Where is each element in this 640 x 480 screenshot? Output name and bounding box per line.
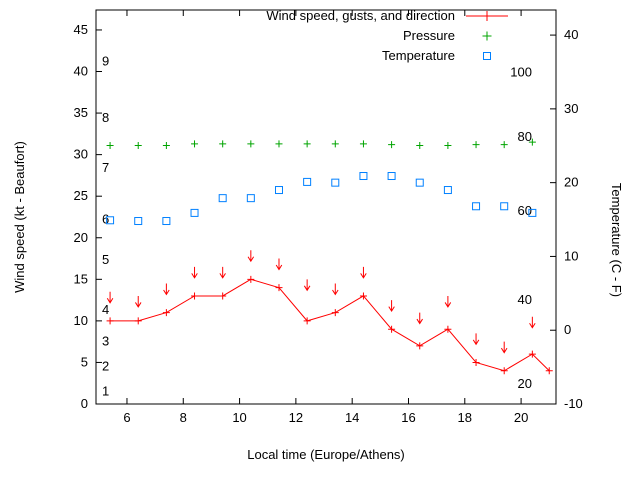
- svg-text:6: 6: [123, 410, 130, 425]
- wind-legend-marker-icon: [464, 9, 510, 23]
- left-tick-labels: 0 5 10 15 20 25 30 35 40 45: [74, 22, 88, 411]
- svg-text:10: 10: [232, 410, 246, 425]
- temperature-series: [106, 172, 537, 226]
- svg-text:1: 1: [102, 384, 109, 399]
- svg-text:40: 40: [518, 292, 532, 307]
- svg-text:-10: -10: [564, 396, 583, 411]
- gust-direction-arrows: [106, 250, 536, 354]
- svg-text:12: 12: [289, 410, 303, 425]
- svg-text:18: 18: [458, 410, 472, 425]
- svg-text:2: 2: [102, 359, 109, 374]
- right-ticks: [550, 34, 556, 405]
- svg-text:20: 20: [74, 230, 88, 245]
- svg-text:15: 15: [74, 271, 88, 286]
- svg-text:100: 100: [510, 64, 532, 79]
- svg-text:25: 25: [74, 188, 88, 203]
- svg-text:0: 0: [81, 396, 88, 411]
- svg-text:4: 4: [102, 302, 109, 317]
- svg-text:40: 40: [74, 64, 88, 79]
- plot-border: [95, 9, 557, 405]
- svg-text:40: 40: [564, 27, 578, 42]
- left-ticks: [96, 29, 102, 405]
- svg-text:10: 10: [564, 248, 578, 263]
- pressure-legend-label: Pressure: [402, 28, 455, 43]
- x-tick-labels: 6 8 10 12 14 16 18 20: [123, 410, 528, 425]
- x-ticks: [126, 10, 522, 404]
- legend-row-temperature: Temperature: [130, 48, 510, 63]
- pressure-legend-marker-icon: [464, 29, 510, 43]
- legend: Wind speed, gusts, and direction Pressur…: [130, 8, 510, 63]
- svg-text:20: 20: [518, 376, 532, 391]
- svg-text:3: 3: [102, 334, 109, 349]
- svg-text:30: 30: [74, 147, 88, 162]
- x-axis-title: Local time (Europe/Athens): [247, 447, 405, 462]
- svg-text:80: 80: [518, 129, 532, 144]
- svg-text:30: 30: [564, 101, 578, 116]
- svg-text:8: 8: [180, 410, 187, 425]
- wind-legend-label: Wind speed, gusts, and direction: [266, 8, 455, 23]
- svg-text:20: 20: [564, 175, 578, 190]
- pressure-series: [106, 138, 536, 149]
- legend-row-pressure: Pressure: [130, 28, 510, 43]
- temperature-legend-marker-icon: [464, 49, 510, 63]
- wind-speed-series: [106, 275, 553, 375]
- svg-text:8: 8: [102, 110, 109, 125]
- right-axis-title: Temperature (C - F): [609, 182, 624, 298]
- svg-text:0: 0: [564, 322, 571, 337]
- beaufort-labels: 1 2 3 4 5 6 7 8 9: [102, 54, 109, 399]
- svg-text:10: 10: [74, 313, 88, 328]
- right-tick-labels: -10 0 10 20 30 40: [564, 27, 583, 411]
- svg-text:5: 5: [102, 252, 109, 267]
- svg-text:7: 7: [102, 160, 109, 175]
- svg-text:20: 20: [514, 410, 528, 425]
- temperature-legend-label: Temperature: [382, 48, 455, 63]
- svg-text:5: 5: [81, 354, 88, 369]
- legend-row-wind: Wind speed, gusts, and direction: [130, 8, 510, 23]
- svg-text:45: 45: [74, 22, 88, 37]
- svg-text:16: 16: [401, 410, 415, 425]
- svg-text:9: 9: [102, 54, 109, 69]
- left-axis-title: Wind speed (kt - Beaufort): [12, 141, 27, 293]
- svg-text:14: 14: [345, 410, 359, 425]
- svg-text:35: 35: [74, 105, 88, 120]
- svg-text:6: 6: [102, 211, 109, 226]
